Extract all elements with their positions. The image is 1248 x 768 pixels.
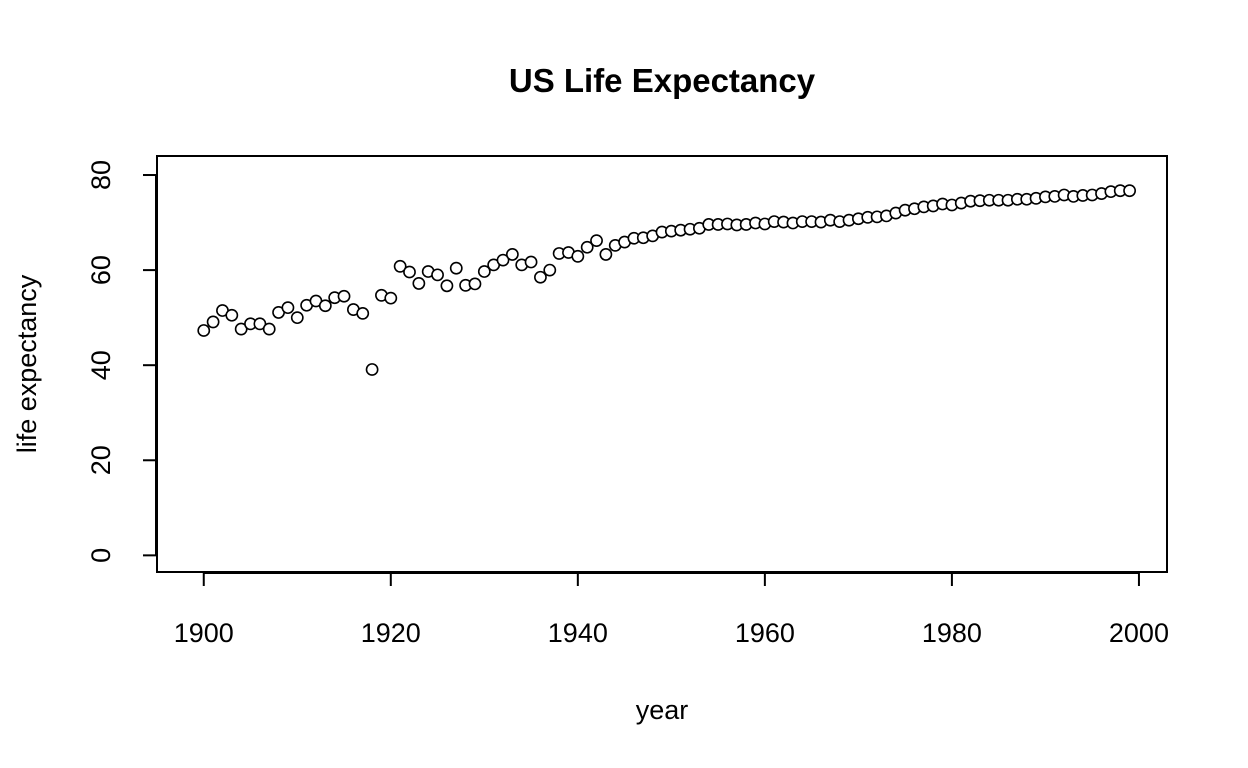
- data-point: [384, 291, 398, 305]
- data-point: [281, 301, 295, 315]
- data-point: [571, 249, 585, 263]
- data-point: [599, 248, 613, 261]
- data-point: [496, 253, 510, 267]
- data-point: [206, 315, 220, 329]
- data-point: [365, 363, 379, 376]
- chart-title: US Life Expectancy: [509, 62, 816, 99]
- data-point: [534, 270, 547, 284]
- data-point: [449, 261, 463, 275]
- data-points: [197, 184, 1136, 376]
- data-point: [262, 322, 276, 336]
- y-tick-label: 0: [86, 548, 116, 563]
- x-tick-label: 2000: [1109, 618, 1169, 648]
- data-point: [524, 255, 538, 269]
- x-tick-label: 1940: [548, 618, 608, 648]
- y-tick-label: 40: [86, 350, 116, 380]
- y-tick-label: 80: [86, 160, 116, 190]
- data-point: [505, 248, 519, 261]
- data-point: [543, 263, 557, 277]
- plot-area: [156, 155, 1168, 573]
- x-axis: 1900 1920 1940 1960 1980 2000: [174, 572, 1169, 648]
- data-point: [197, 324, 211, 337]
- data-point: [318, 299, 332, 313]
- data-point: [337, 289, 351, 303]
- data-point: [431, 268, 444, 282]
- data-point: [477, 265, 491, 278]
- x-axis-label: year: [636, 695, 689, 725]
- data-point: [1123, 184, 1136, 198]
- data-point: [290, 311, 304, 325]
- x-tick-label: 1900: [174, 618, 234, 648]
- data-point: [234, 322, 248, 336]
- data-point: [440, 279, 454, 293]
- y-axis-label: life expectancy: [12, 274, 42, 453]
- data-point: [412, 277, 426, 290]
- data-point: [590, 234, 603, 248]
- data-point: [580, 240, 594, 254]
- data-point: [253, 317, 267, 331]
- x-tick-label: 1960: [735, 618, 795, 648]
- data-point: [356, 306, 370, 320]
- data-point: [225, 308, 239, 322]
- data-point: [403, 265, 416, 279]
- x-tick-label: 1920: [361, 618, 421, 648]
- data-point: [468, 277, 482, 291]
- data-point: [393, 259, 407, 273]
- x-tick-label: 1980: [922, 618, 982, 648]
- y-tick-label: 20: [86, 445, 116, 475]
- y-axis: 0 20 40 60 80: [86, 160, 157, 563]
- y-tick-label: 60: [86, 255, 116, 285]
